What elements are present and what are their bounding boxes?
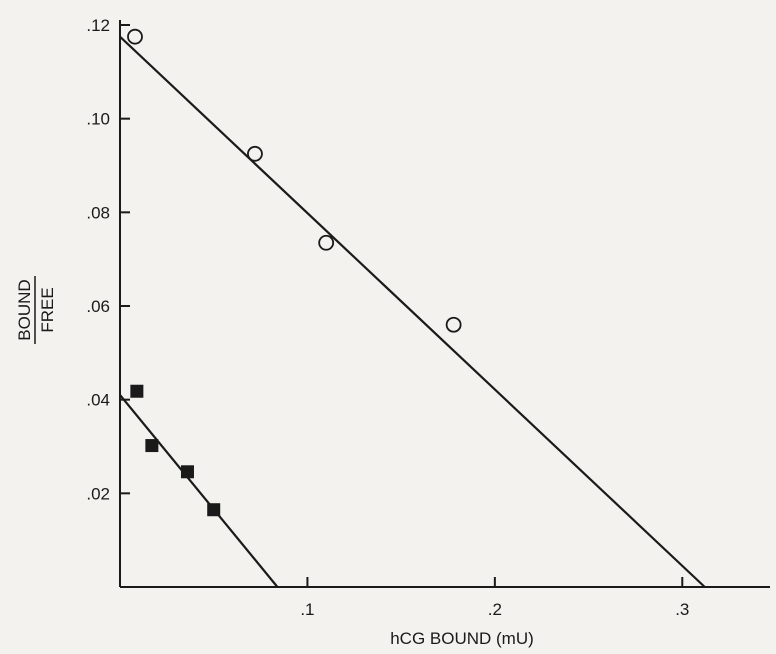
data-point-square [180,465,194,479]
data-point-square [207,503,221,517]
ticks: .02 .04 .06 .08 .10 .12 .1 .2 .3 [86,16,689,619]
fit-lines [119,35,706,588]
y-tick-label: .08 [86,203,110,222]
y-tick-label: .02 [86,484,110,503]
fit-line-1 [119,35,706,588]
y-tick-label: .10 [86,110,110,129]
y-axis-label-denominator: FREE [38,287,57,332]
data-point-circle [127,28,143,45]
x-tick-label: .2 [488,600,502,619]
data-point-circle [318,234,335,251]
x-tick-label: .3 [675,600,689,619]
y-tick-label: .06 [86,297,110,316]
y-tick-label: .12 [86,16,110,35]
axes [119,20,770,588]
x-tick-label: .1 [300,600,314,619]
y-tick-label: .04 [86,391,110,410]
data-point-circle [445,316,462,333]
data-point-square [130,384,144,398]
markers [127,28,462,517]
y-axis-label-numerator: BOUND [15,279,34,340]
x-axis-label: hCG BOUND (mU) [390,629,534,648]
data-point-square [145,439,159,453]
fit-line-2 [119,394,279,588]
data-point-circle [247,145,263,162]
y-axis-label: BOUND FREE [15,276,57,344]
